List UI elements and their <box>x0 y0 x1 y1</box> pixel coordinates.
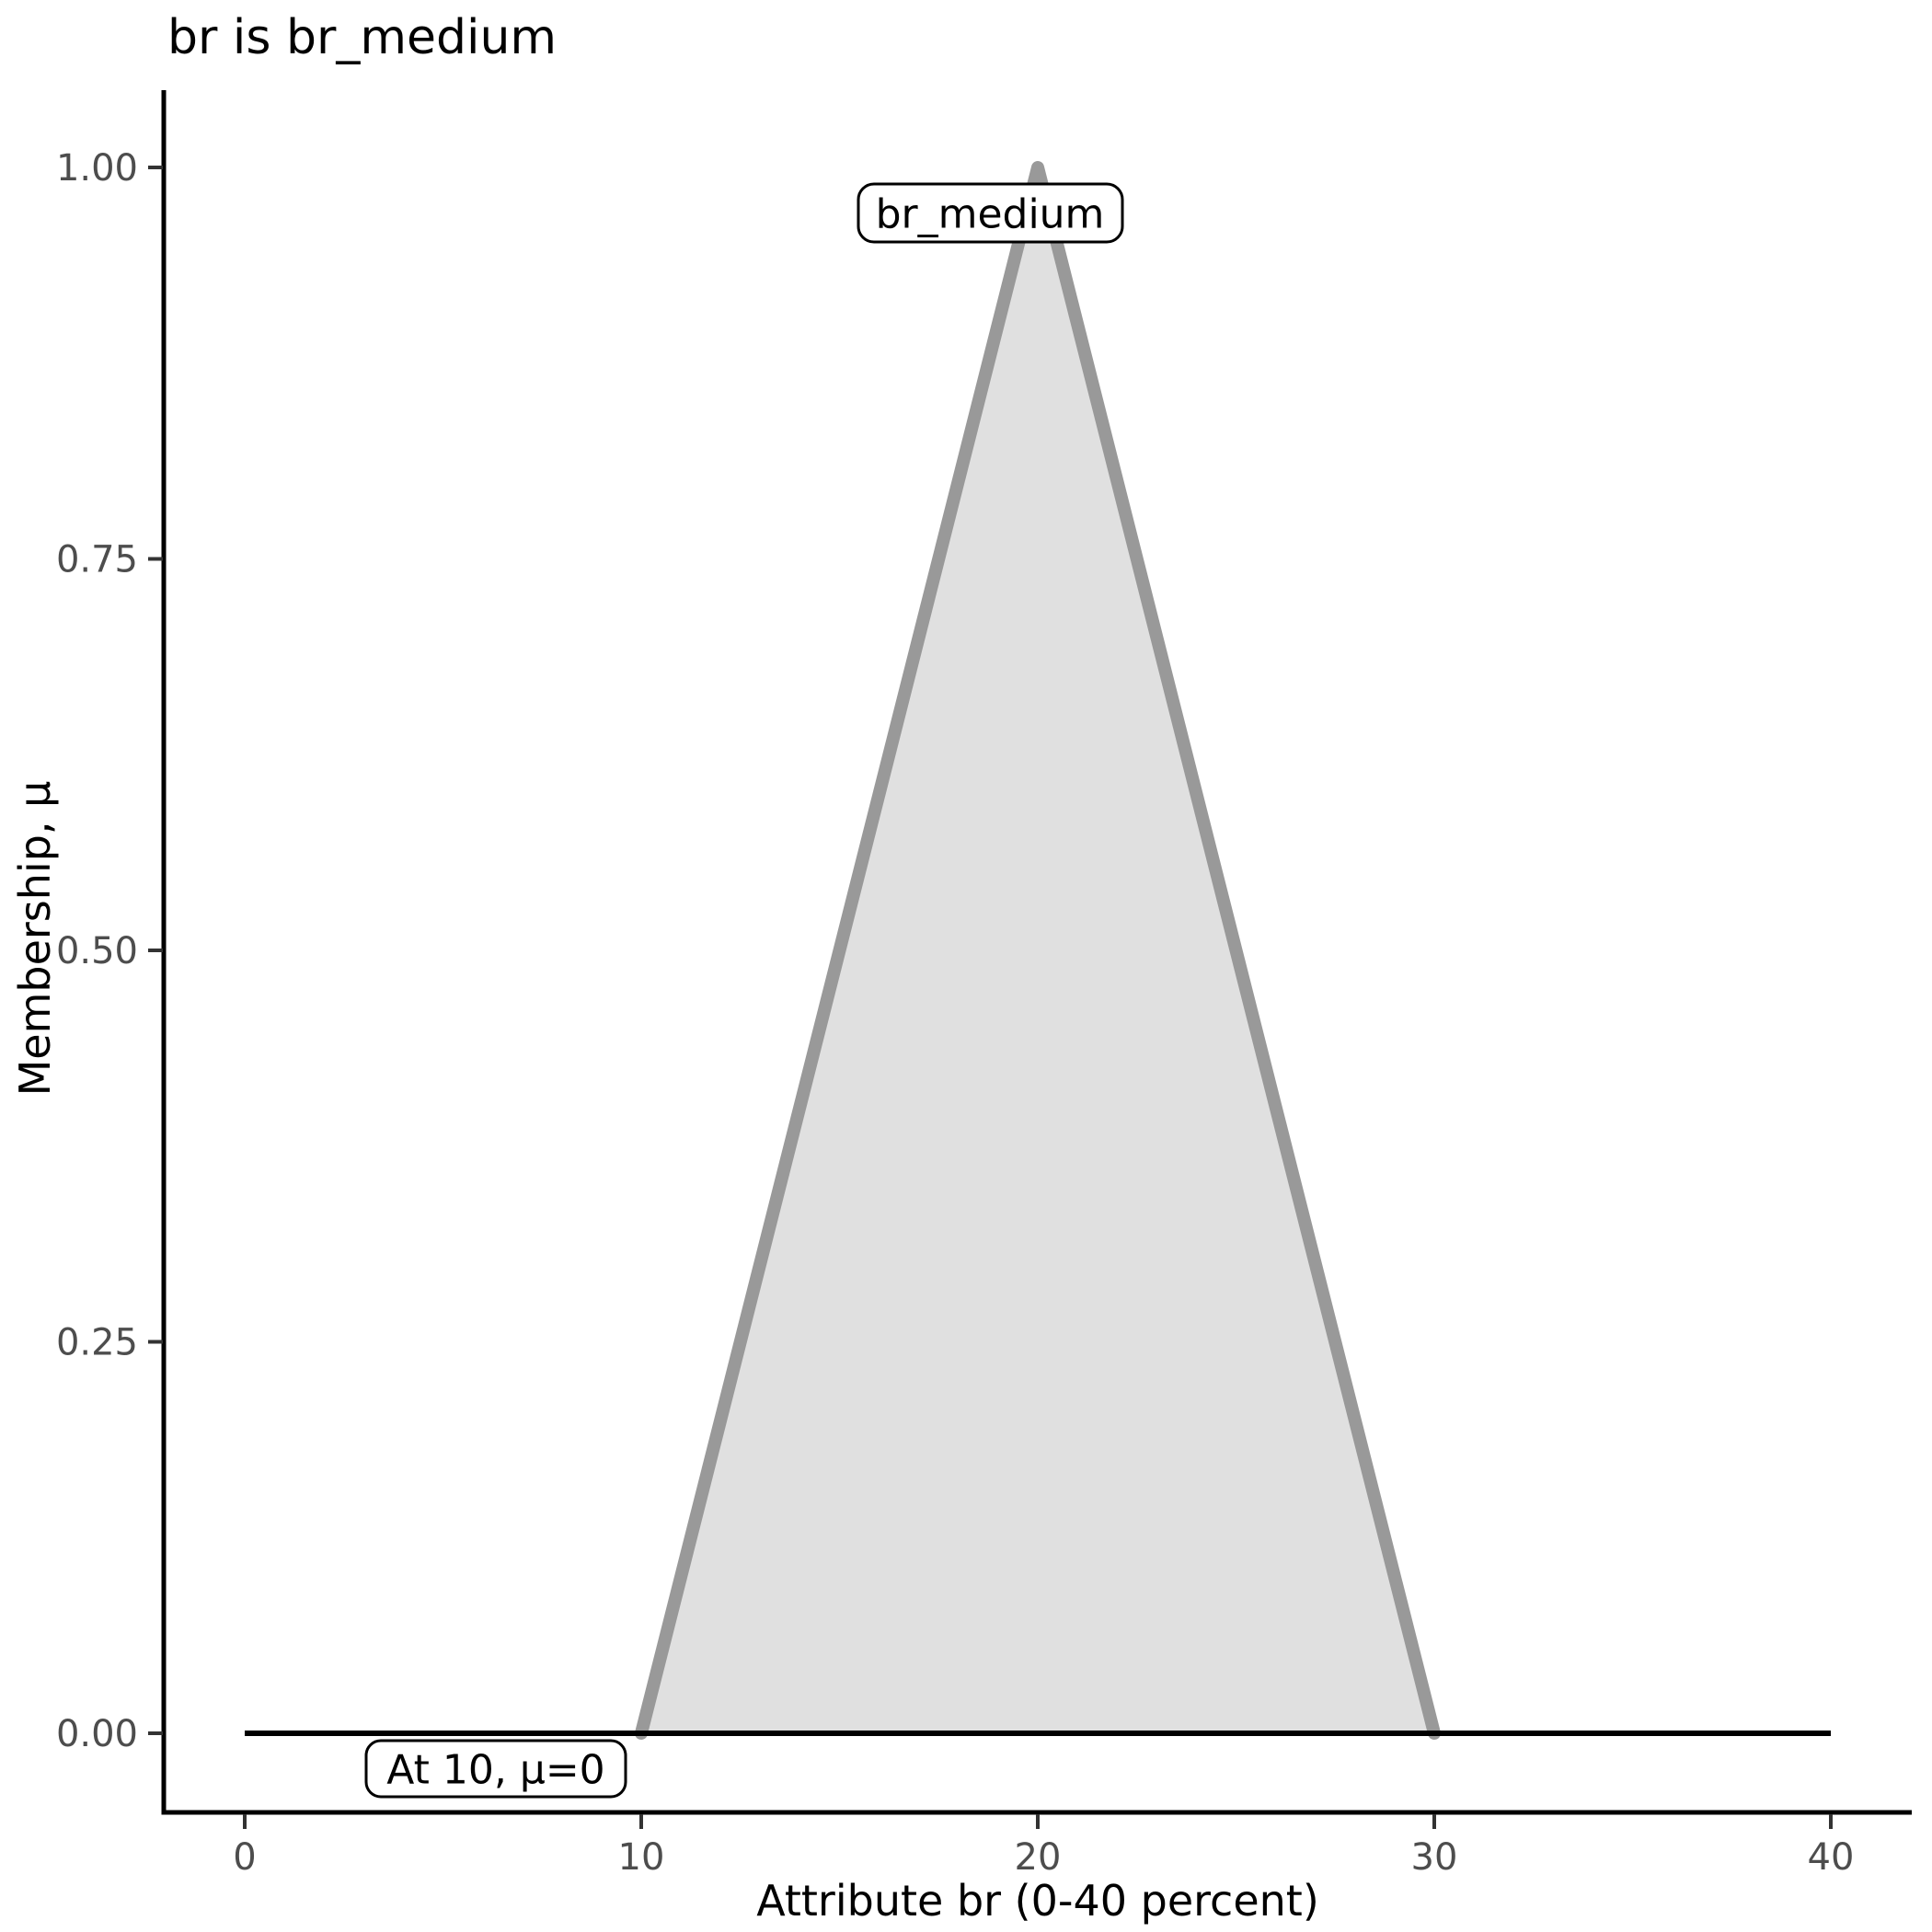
x-tick-label: 10 <box>618 1836 665 1879</box>
annotation-at-10: At 10, μ=0 <box>364 1739 627 1799</box>
x-axis-ticks: 0 10 20 30 40 <box>233 1814 1854 1879</box>
x-tick-label: 20 <box>1015 1836 1062 1879</box>
y-tick-label: 0.25 <box>56 1322 138 1364</box>
y-tick-label: 0.00 <box>56 1713 138 1755</box>
series-group <box>245 161 1831 1740</box>
y-axis-ticks: 1.00 0.75 0.50 0.25 0.00 <box>56 147 163 1755</box>
x-tick-label: 40 <box>1808 1836 1855 1879</box>
membership-area <box>641 167 1434 1733</box>
annotation-box <box>857 182 1124 244</box>
x-tick-label: 30 <box>1411 1836 1458 1879</box>
annotation-label: At 10, μ=0 <box>386 1746 604 1793</box>
y-tick-label: 0.50 <box>56 930 138 972</box>
y-tick-label: 0.75 <box>56 539 138 581</box>
x-tick-label: 0 <box>233 1836 256 1879</box>
chart-title: br is br_medium <box>167 10 557 65</box>
annotation-box <box>364 1739 627 1799</box>
y-tick-label: 1.00 <box>56 147 138 190</box>
x-axis-title: Attribute br (0-40 percent) <box>756 1876 1319 1926</box>
membership-outline <box>635 161 1441 1740</box>
annotation-br-medium: br_medium <box>857 182 1124 244</box>
y-axis-title: Membership, μ <box>10 781 60 1097</box>
annotation-label: br_medium <box>876 190 1105 237</box>
